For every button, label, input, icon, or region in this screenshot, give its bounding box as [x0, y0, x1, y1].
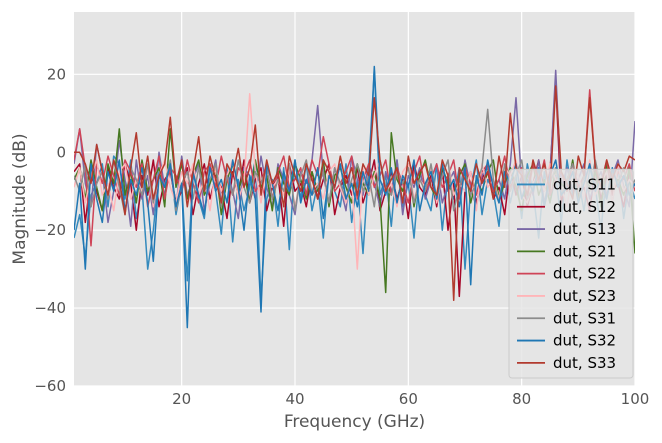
- x-tick-label: 100: [621, 390, 650, 408]
- legend-entry: dut, S22: [553, 265, 616, 283]
- legend-entry: dut, S23: [553, 287, 616, 305]
- legend-entry: dut, S21: [553, 242, 616, 260]
- y-axis-label: Magnitude (dB): [10, 133, 30, 264]
- legend-entry: dut, S12: [553, 198, 616, 216]
- y-axis-ticks: −60 −40 −20 0 20: [34, 65, 66, 395]
- y-tick-label: −60: [34, 377, 66, 395]
- y-tick-label: −20: [34, 221, 66, 239]
- legend-entry: dut, S32: [553, 332, 616, 350]
- x-tick-label: 80: [512, 390, 531, 408]
- legend-box: [508, 168, 634, 379]
- legend-entry: dut, S11: [553, 175, 616, 193]
- y-tick-label: 20: [47, 65, 66, 83]
- legend-entry: dut, S33: [553, 354, 616, 372]
- x-axis-label: Frequency (GHz): [284, 412, 425, 432]
- x-tick-label: 60: [399, 390, 418, 408]
- y-tick-label: −40: [34, 299, 66, 317]
- x-tick-label: 40: [285, 390, 304, 408]
- legend-entry: dut, S13: [553, 220, 616, 238]
- legend-entry: dut, S31: [553, 309, 616, 327]
- y-tick-label: 0: [56, 143, 66, 161]
- x-axis-ticks: 20 40 60 80 100: [172, 390, 649, 408]
- legend: dut, S11 dut, S12 dut, S13 dut, S21 dut, S22…: [508, 168, 634, 379]
- x-tick-label: 20: [172, 390, 191, 408]
